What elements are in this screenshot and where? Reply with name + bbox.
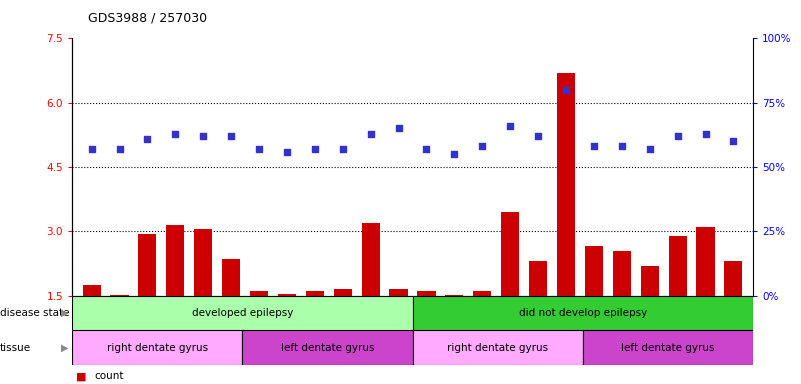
- Bar: [724, 262, 743, 296]
- Point: [308, 146, 321, 152]
- Point: [671, 133, 684, 139]
- Text: right dentate gyrus: right dentate gyrus: [107, 343, 207, 353]
- Bar: [167, 225, 184, 296]
- Bar: [557, 73, 575, 296]
- Bar: [669, 236, 686, 296]
- Point: [85, 146, 98, 152]
- Bar: [278, 293, 296, 296]
- Bar: [413, 296, 753, 330]
- Text: tissue: tissue: [0, 343, 31, 353]
- Bar: [696, 227, 714, 296]
- Point: [560, 87, 573, 93]
- Point: [448, 151, 461, 157]
- Text: disease state: disease state: [0, 308, 70, 318]
- Bar: [111, 295, 129, 296]
- Text: ▶: ▶: [61, 308, 68, 318]
- Point: [113, 146, 126, 152]
- Point: [336, 146, 349, 152]
- Bar: [445, 295, 464, 296]
- Bar: [242, 330, 413, 365]
- Bar: [83, 285, 101, 296]
- Bar: [334, 289, 352, 296]
- Point: [532, 133, 545, 139]
- Point: [141, 136, 154, 142]
- Point: [225, 133, 238, 139]
- Bar: [417, 291, 436, 296]
- Text: GDS3988 / 257030: GDS3988 / 257030: [88, 12, 207, 25]
- Point: [392, 125, 405, 131]
- Point: [476, 143, 489, 149]
- Text: ▶: ▶: [61, 343, 68, 353]
- Point: [587, 143, 600, 149]
- Bar: [413, 330, 582, 365]
- Bar: [473, 291, 491, 296]
- Bar: [72, 330, 242, 365]
- Point: [197, 133, 210, 139]
- Bar: [72, 296, 413, 330]
- Point: [364, 131, 377, 137]
- Bar: [194, 229, 212, 296]
- Point: [280, 149, 293, 155]
- Bar: [222, 259, 240, 296]
- Point: [169, 131, 182, 137]
- Bar: [641, 266, 658, 296]
- Point: [643, 146, 656, 152]
- Point: [615, 143, 628, 149]
- Bar: [389, 289, 408, 296]
- Bar: [501, 212, 519, 296]
- Bar: [139, 233, 156, 296]
- Point: [420, 146, 433, 152]
- Text: did not develop epilepsy: did not develop epilepsy: [518, 308, 647, 318]
- Bar: [529, 262, 547, 296]
- Bar: [306, 291, 324, 296]
- Bar: [361, 223, 380, 296]
- Text: left dentate gyrus: left dentate gyrus: [280, 343, 374, 353]
- Text: left dentate gyrus: left dentate gyrus: [621, 343, 714, 353]
- Point: [699, 131, 712, 137]
- Point: [727, 138, 740, 144]
- Bar: [613, 251, 631, 296]
- Bar: [585, 247, 603, 296]
- Text: ■: ■: [76, 371, 87, 381]
- Text: count: count: [95, 371, 124, 381]
- Text: developed epilepsy: developed epilepsy: [191, 308, 293, 318]
- Point: [252, 146, 265, 152]
- Bar: [250, 291, 268, 296]
- Bar: [582, 330, 753, 365]
- Text: right dentate gyrus: right dentate gyrus: [447, 343, 548, 353]
- Point: [504, 123, 517, 129]
